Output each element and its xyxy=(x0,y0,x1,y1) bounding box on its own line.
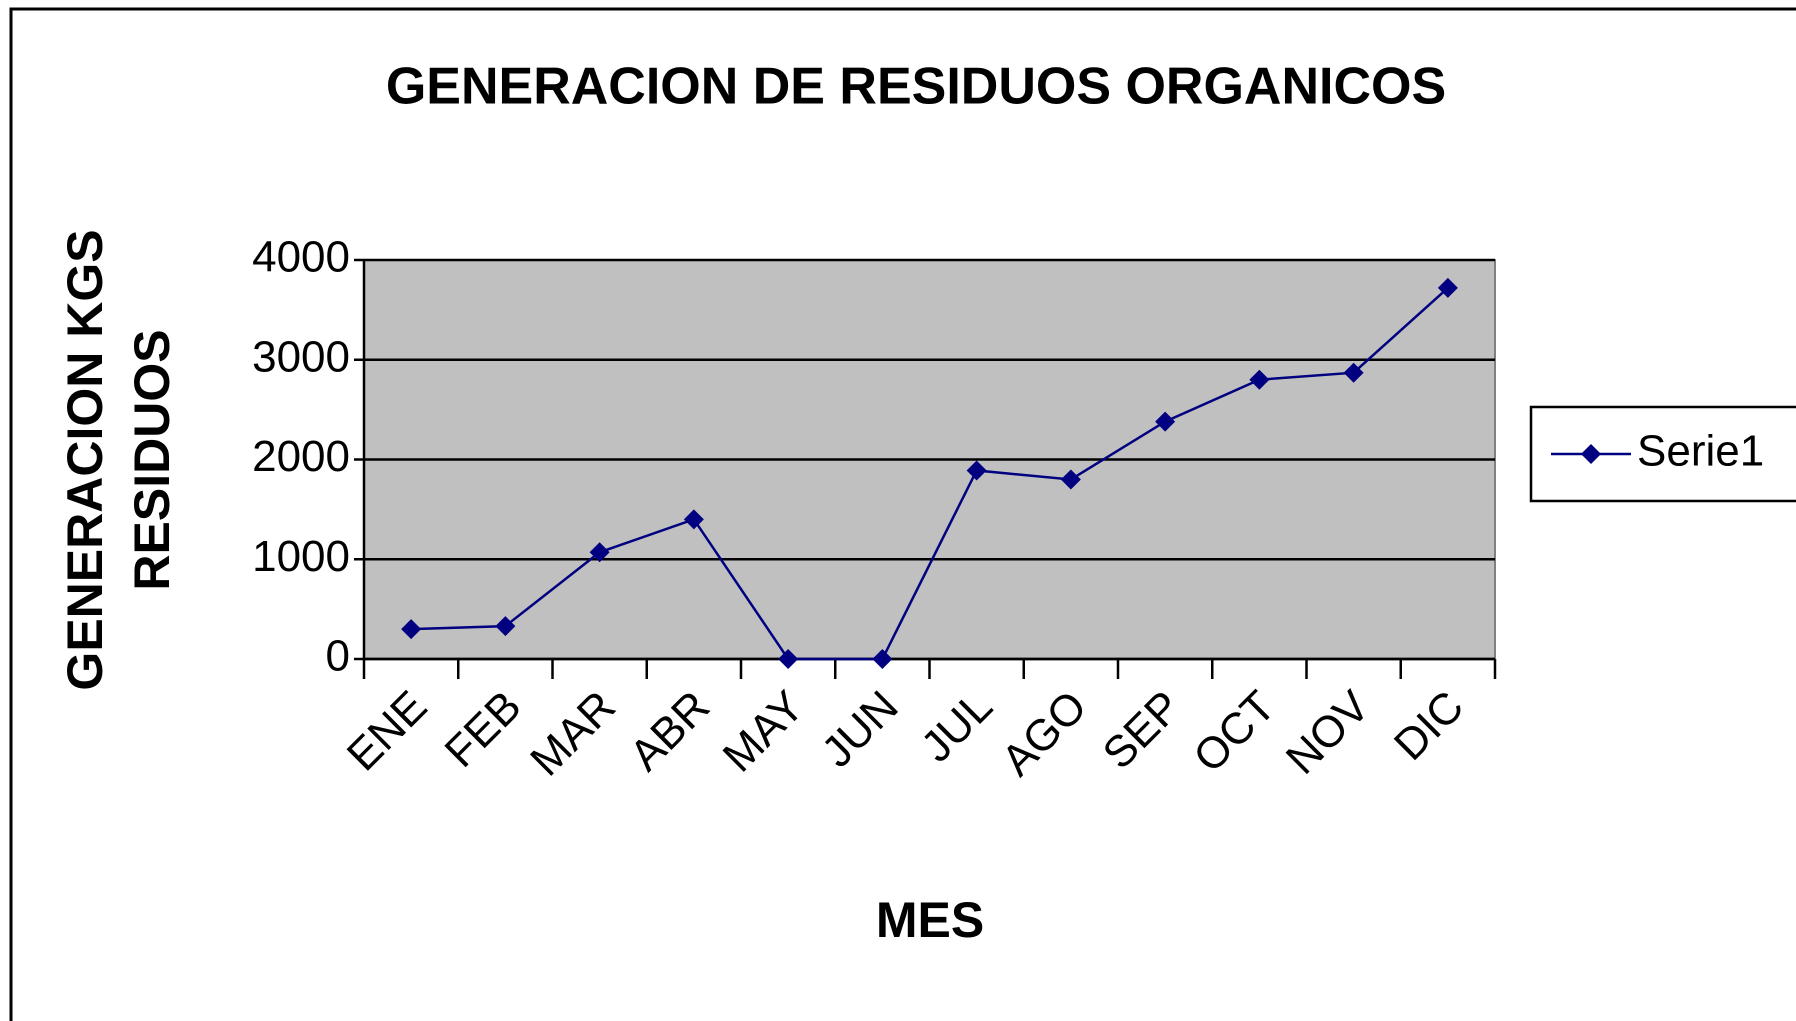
series-line xyxy=(411,287,1449,661)
marker xyxy=(872,649,893,669)
x-tick-label: ABR xyxy=(621,682,720,781)
marker xyxy=(1437,277,1458,298)
x-axis-title: MES xyxy=(876,892,984,948)
x-tick-label: DIC xyxy=(1385,682,1473,770)
y-tick-label: 0 xyxy=(326,632,350,681)
y-tick-label: 1000 xyxy=(252,532,350,581)
x-tick-label: OCT xyxy=(1184,682,1284,782)
y-axis-title: RESIDUOS xyxy=(124,329,180,590)
marker xyxy=(1155,411,1176,432)
y-tick-label: 4000 xyxy=(252,233,350,282)
x-tick-label: JUL xyxy=(912,682,1002,772)
y-tick-label: 2000 xyxy=(252,432,350,481)
x-tick-label: MAR xyxy=(521,682,625,786)
y-tick-label: 3000 xyxy=(252,332,350,381)
chart-border xyxy=(9,7,1796,1021)
x-tick-label: ENE xyxy=(338,682,437,781)
x-tick-label: FEB xyxy=(436,682,531,777)
chart-title: GENERACION DE RESIDUOS ORGANICOS xyxy=(386,58,1446,116)
x-tick-label: MAY xyxy=(714,682,814,782)
marker xyxy=(1060,469,1081,490)
marker xyxy=(589,542,610,563)
marker xyxy=(401,619,422,640)
marker xyxy=(1249,369,1270,390)
x-tick-label: SEP xyxy=(1094,682,1191,779)
x-tick-label: AGO xyxy=(992,682,1096,786)
y-axis-title: GENERACION KGS xyxy=(57,229,113,690)
marker xyxy=(966,460,987,481)
marker xyxy=(1343,362,1364,383)
x-tick-label: NOV xyxy=(1277,681,1380,784)
legend-marker xyxy=(1581,444,1601,464)
legend-label: Serie1 xyxy=(1637,427,1764,476)
marker xyxy=(683,509,704,530)
marker xyxy=(495,616,516,637)
marker xyxy=(778,649,799,669)
x-tick-label: JUN xyxy=(813,682,908,777)
